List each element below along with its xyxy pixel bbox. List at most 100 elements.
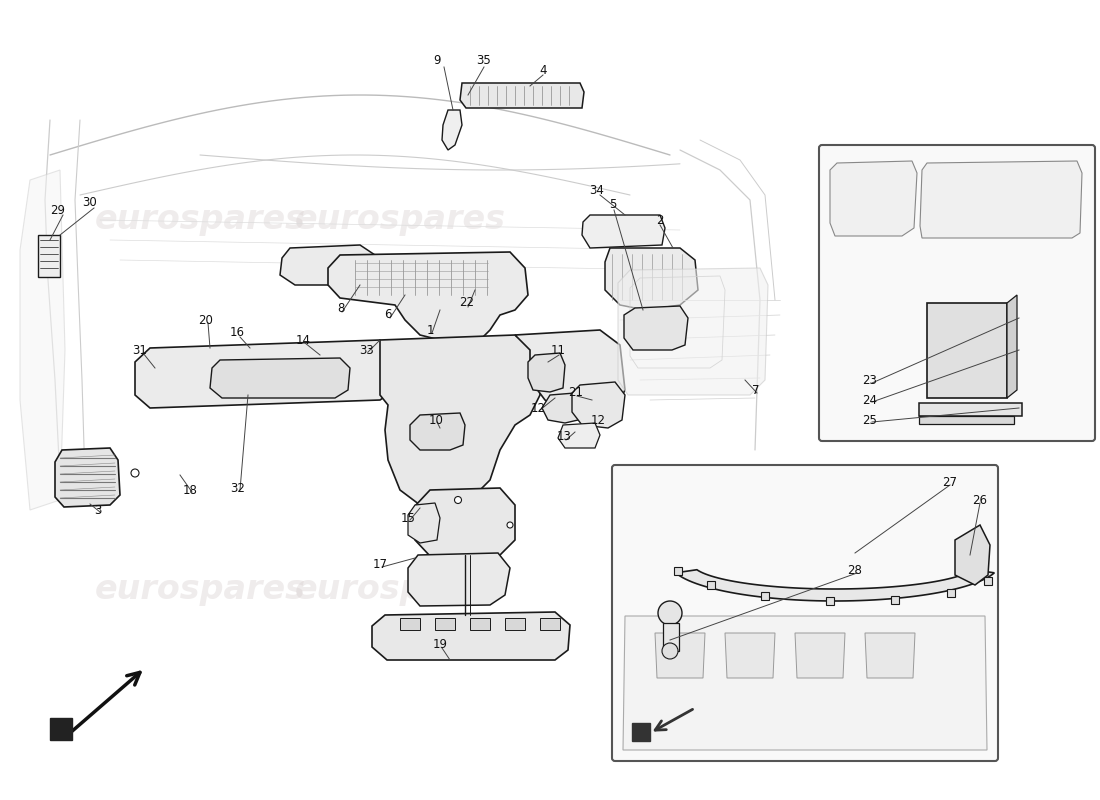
- Polygon shape: [675, 570, 994, 601]
- Text: eurospares: eurospares: [95, 574, 306, 606]
- Polygon shape: [528, 353, 565, 392]
- Bar: [891, 596, 900, 604]
- Text: 25: 25: [862, 414, 878, 426]
- Circle shape: [662, 643, 678, 659]
- Text: 32: 32: [231, 482, 245, 494]
- Bar: [505, 618, 525, 630]
- Text: 7: 7: [752, 383, 760, 397]
- Polygon shape: [618, 268, 768, 395]
- Text: 19: 19: [432, 638, 448, 651]
- Text: 16: 16: [230, 326, 244, 339]
- Text: 5: 5: [609, 198, 617, 211]
- Polygon shape: [572, 382, 625, 428]
- Text: 26: 26: [972, 494, 988, 506]
- Bar: [984, 577, 992, 585]
- FancyBboxPatch shape: [820, 145, 1094, 441]
- Polygon shape: [460, 83, 584, 108]
- Text: eurospares: eurospares: [295, 574, 506, 606]
- Text: 3: 3: [95, 503, 101, 517]
- Polygon shape: [918, 403, 1022, 416]
- Text: 15: 15: [400, 511, 416, 525]
- Polygon shape: [55, 448, 120, 507]
- Bar: [632, 723, 650, 741]
- Text: 21: 21: [569, 386, 583, 399]
- Text: eurospares: eurospares: [295, 203, 506, 237]
- Polygon shape: [328, 252, 528, 345]
- Polygon shape: [830, 161, 917, 236]
- Polygon shape: [624, 306, 688, 350]
- Polygon shape: [280, 245, 378, 285]
- Polygon shape: [410, 413, 465, 450]
- Text: 8: 8: [338, 302, 344, 314]
- Polygon shape: [415, 488, 515, 556]
- Circle shape: [507, 522, 513, 528]
- Text: 24: 24: [862, 394, 878, 406]
- Text: 20: 20: [199, 314, 213, 326]
- Text: 17: 17: [373, 558, 387, 571]
- Text: eurospares: eurospares: [696, 618, 837, 638]
- Text: 34: 34: [590, 183, 604, 197]
- Text: 33: 33: [360, 343, 374, 357]
- Text: eurospares: eurospares: [95, 203, 306, 237]
- Polygon shape: [1006, 295, 1018, 398]
- Circle shape: [131, 469, 139, 477]
- Polygon shape: [955, 525, 990, 585]
- Polygon shape: [865, 633, 915, 678]
- Text: 14: 14: [296, 334, 310, 346]
- Bar: [674, 567, 682, 575]
- Text: 10: 10: [429, 414, 443, 426]
- Text: 28: 28: [848, 563, 862, 577]
- Text: 6: 6: [384, 309, 392, 322]
- Text: 30: 30: [82, 195, 98, 209]
- Text: 13: 13: [557, 430, 571, 443]
- Text: 29: 29: [51, 203, 66, 217]
- Polygon shape: [408, 503, 440, 543]
- Bar: [39, 235, 60, 277]
- Bar: [50, 718, 72, 740]
- Bar: [663, 623, 679, 651]
- Circle shape: [454, 497, 462, 503]
- Polygon shape: [920, 161, 1082, 238]
- Polygon shape: [210, 358, 350, 398]
- Bar: [826, 597, 834, 605]
- Polygon shape: [795, 633, 845, 678]
- Text: 11: 11: [550, 343, 565, 357]
- Bar: [947, 589, 955, 597]
- Text: 1: 1: [427, 323, 433, 337]
- Bar: [707, 581, 715, 589]
- Polygon shape: [725, 633, 775, 678]
- Polygon shape: [515, 330, 625, 420]
- Text: 22: 22: [460, 297, 474, 310]
- Text: 35: 35: [476, 54, 492, 66]
- Bar: [927, 303, 1006, 398]
- Polygon shape: [623, 616, 987, 750]
- Polygon shape: [542, 393, 580, 423]
- Polygon shape: [605, 248, 698, 310]
- Polygon shape: [408, 553, 510, 606]
- Bar: [470, 618, 490, 630]
- Polygon shape: [379, 335, 540, 510]
- Polygon shape: [442, 110, 462, 150]
- Text: 9: 9: [433, 54, 441, 66]
- Polygon shape: [372, 612, 570, 660]
- Text: 2: 2: [657, 214, 663, 226]
- Polygon shape: [654, 633, 705, 678]
- Text: 12: 12: [530, 402, 546, 414]
- Polygon shape: [20, 170, 65, 510]
- Text: 31: 31: [133, 343, 147, 357]
- Bar: [918, 416, 1014, 424]
- Bar: [434, 618, 455, 630]
- Bar: [761, 592, 769, 600]
- Polygon shape: [558, 423, 600, 448]
- FancyBboxPatch shape: [612, 465, 998, 761]
- Text: 18: 18: [183, 483, 197, 497]
- Text: 4: 4: [539, 63, 547, 77]
- Polygon shape: [582, 215, 665, 248]
- Bar: [540, 618, 560, 630]
- Bar: [400, 618, 420, 630]
- Circle shape: [658, 601, 682, 625]
- Text: 12: 12: [591, 414, 605, 426]
- Text: 27: 27: [943, 475, 957, 489]
- Text: 23: 23: [862, 374, 878, 386]
- Polygon shape: [135, 340, 395, 408]
